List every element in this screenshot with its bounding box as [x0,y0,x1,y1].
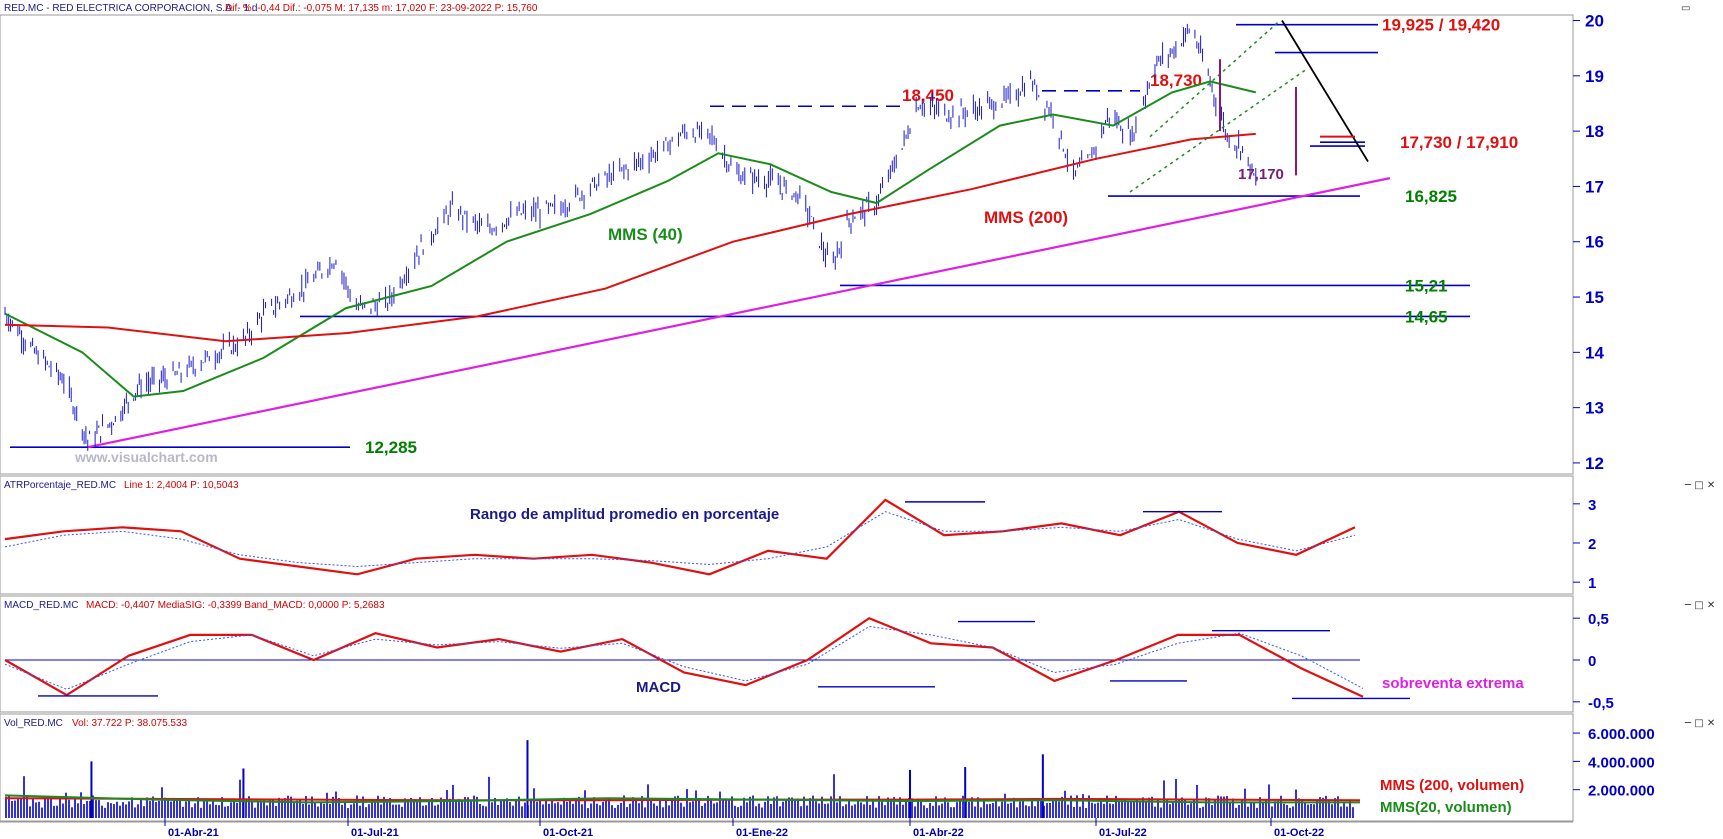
level-17170-label: 17,170 [1238,166,1284,183]
macd-header-values: MACD: -0,4407 MediaSIG: -0,3399 Band_MAC… [86,600,385,611]
price-panel: RED.MC - RED ELECTRICA CORPORACION, S.A.… [0,3,1604,475]
trendline [87,177,1391,449]
volume-tick-label: 4.000.000 [1588,754,1655,771]
resistance-line [1281,20,1369,163]
volume-average-line [4,794,1360,804]
price-tick-label: 14 [1585,343,1604,362]
x-axis: 01-Abr-21 01-Jul-21 01-Oct-21 01-Ene-22 01-A… [0,818,1573,839]
x-tick-label: 01-Oct-21 [543,827,593,839]
macd-note: sobreventa extrema [1382,675,1524,692]
price-tick-label: 13 [1585,399,1604,418]
price-tick-label: 20 [1585,12,1604,31]
channel-line [1129,69,1306,193]
level-label: 15,21 [1405,276,1448,295]
mms40-label: MMS (40) [608,225,683,244]
volume-y-axis: 6.000.000 4.000.000 2.000.000 [1573,726,1655,800]
volume-bars [5,740,1354,818]
atr-series [4,498,1356,576]
macd-y-axis: 0,5 0 -0,5 [1573,611,1614,712]
volume-header: Vol_RED.MC [4,718,63,729]
volume-average-line [4,797,1361,802]
mms200-label: MMS (200) [984,208,1068,227]
atr-header: ATRPorcentaje_RED.MC [4,480,116,491]
x-tick-label: 01-Abr-22 [913,827,964,839]
macd-tick-label: 0,5 [1588,611,1609,628]
panel-controls-icon[interactable]: ─ □ ✕ [1684,600,1715,611]
level-label: 16,825 [1405,187,1457,206]
atr-line [4,498,1356,576]
price-y-axis: 12 13 14 15 16 17 18 19 20 [1573,12,1604,473]
price-tick-label: 17 [1585,177,1604,196]
x-tick-label: 01-Oct-22 [1274,827,1324,839]
macd-tick-label: 0 [1588,653,1596,670]
level-label: 18,450 [902,86,954,105]
minimize-icon[interactable]: ▭ [1681,3,1690,14]
price-tick-label: 16 [1585,233,1604,252]
x-tick-label: 01-Jul-21 [351,827,399,839]
price-series [4,19,1391,451]
atr-panel: ATRPorcentaje_RED.MC Line 1: 2,4004 P: 1… [0,475,1596,595]
moving-average-line [4,80,1257,398]
panel-controls-icon[interactable]: ─ □ ✕ [1684,480,1715,491]
volume-panel: Vol_RED.MC Vol: 37.722 P: 38.075.533 6.0… [0,713,1655,822]
price-header-values: Dif. %: -0,44 Dif.: -0,075 M: 17,135 m: … [225,3,538,14]
level-label: 18,730 [1150,71,1202,90]
price-tick-label: 12 [1585,454,1604,473]
macd-header: MACD_RED.MC [4,600,78,611]
macd-tick-label: -0,5 [1588,695,1614,712]
atr-tick-label: 1 [1588,575,1596,592]
price-header: RED.MC - RED ELECTRICA CORPORACION, S.A.… [4,3,257,14]
volume-series [4,794,1361,804]
level-label: 19,925 / 19,420 [1382,16,1500,35]
moving-average-line [4,132,1256,343]
atr-tick-label: 3 [1588,497,1596,514]
volume-header-values: Vol: 37.722 P: 38.075.533 [72,718,188,729]
atr-line [4,511,1356,568]
channel-line [1149,19,1281,138]
price-tick-label: 18 [1585,122,1604,141]
atr-tick-label: 2 [1588,536,1596,553]
price-tick-label: 19 [1585,67,1604,86]
price-levels: 12,285 14,65 15,21 16,825 17,730 / 17,910 18,… [10,16,1518,457]
volume-tick-label: 2.000.000 [1588,783,1655,800]
macd-line [4,625,1364,690]
volume-tick-label: 6.000.000 [1588,726,1655,743]
vol-mms20-label: MMS(20, volumen) [1380,799,1512,816]
level-label: 12,285 [365,438,417,457]
atr-y-axis: 1 2 3 [1573,497,1596,592]
x-tick-label: 01-Jul-22 [1099,827,1147,839]
macd-title: MACD [636,679,681,696]
watermark: www.visualchart.com [74,449,218,465]
level-label: 17,730 / 17,910 [1400,133,1518,152]
atr-title: Rango de amplitud promedio en porcentaje [470,506,779,523]
macd-panel: MACD_RED.MC MACD: -0,4407 MediaSIG: -0,3… [0,595,1614,713]
panel-controls-icon[interactable]: ─ □ ✕ [1684,718,1715,729]
level-label: 14,65 [1405,307,1448,326]
window-controls[interactable]: ▭ ─ □ ✕ ─ □ ✕ ─ □ ✕ [1681,3,1715,729]
atr-header-values: Line 1: 2,4004 P: 10,5043 [124,480,239,491]
vol-mms200-label: MMS (200, volumen) [1380,777,1524,794]
x-tick-label: 01-Ene-22 [736,827,788,839]
macd-series [4,616,1410,700]
x-tick-label: 01-Abr-21 [168,827,219,839]
price-tick-label: 15 [1585,288,1604,307]
macd-line [4,616,1364,698]
